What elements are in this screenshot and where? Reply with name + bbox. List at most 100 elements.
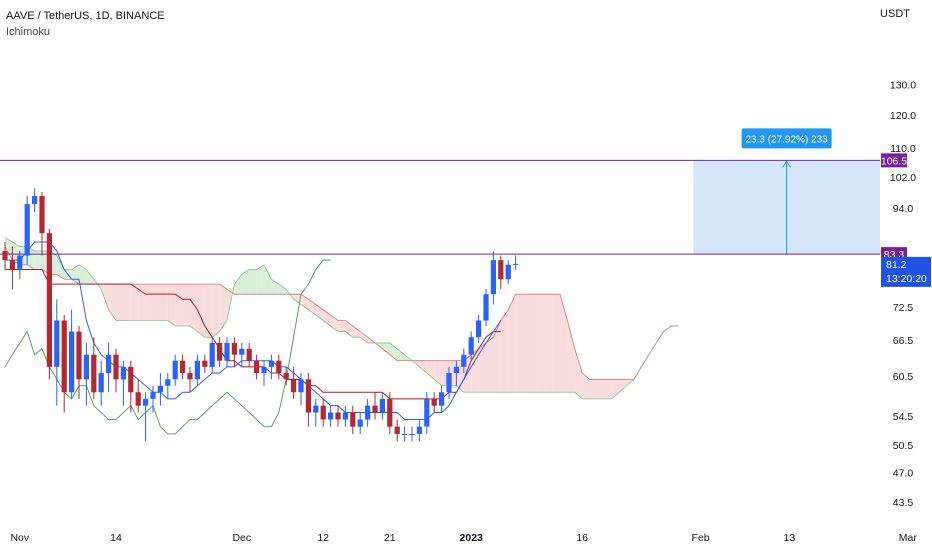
x-tick-label: Feb bbox=[692, 532, 710, 544]
candle bbox=[187, 366, 193, 393]
candle bbox=[83, 342, 89, 406]
candle-body bbox=[54, 320, 60, 367]
candle bbox=[446, 366, 452, 399]
candle bbox=[335, 405, 341, 427]
candle bbox=[9, 246, 15, 290]
candle-body bbox=[91, 354, 97, 393]
candle bbox=[468, 331, 474, 361]
kumo-segment bbox=[611, 379, 620, 399]
candle bbox=[61, 315, 67, 413]
kumo-segment bbox=[478, 342, 486, 393]
candle-body bbox=[483, 294, 489, 321]
kumo-segment bbox=[523, 294, 531, 393]
candle-body bbox=[328, 412, 334, 420]
x-tick-label: 2023 bbox=[460, 532, 484, 544]
candle-body bbox=[431, 398, 437, 406]
candle-body bbox=[246, 348, 252, 361]
candle-body bbox=[461, 354, 467, 367]
kumo-segment bbox=[153, 284, 161, 321]
candle bbox=[150, 385, 156, 413]
y-tick-label: 102.0 bbox=[890, 172, 916, 184]
kumo-segment bbox=[167, 284, 176, 326]
x-tick-label: 14 bbox=[110, 532, 122, 544]
candle-body bbox=[357, 419, 363, 427]
target-label-bg bbox=[741, 128, 832, 149]
candles bbox=[2, 188, 519, 442]
candle-body bbox=[187, 373, 193, 380]
y-tick-label: 72.5 bbox=[893, 302, 914, 314]
x-tick-label: Mar bbox=[899, 532, 918, 544]
kumo-segment bbox=[160, 284, 168, 321]
candle bbox=[379, 392, 385, 420]
level-tag-text: 106.5 bbox=[881, 155, 907, 167]
candle bbox=[24, 196, 30, 265]
candle-body bbox=[424, 398, 430, 427]
candle-body bbox=[283, 373, 289, 380]
candle bbox=[453, 360, 459, 386]
candle bbox=[261, 360, 267, 386]
candle-body bbox=[402, 433, 408, 435]
kumo-segment bbox=[293, 294, 301, 305]
x-tick-label: Dec bbox=[232, 532, 251, 544]
candle bbox=[291, 366, 297, 399]
kumo-segment bbox=[86, 269, 94, 285]
candle-body bbox=[231, 342, 237, 355]
senkou-span-a-line bbox=[4, 237, 679, 400]
candle bbox=[254, 354, 260, 380]
candle-body bbox=[157, 385, 163, 393]
kumo-segment bbox=[515, 294, 523, 393]
candle bbox=[305, 373, 311, 427]
candle-body bbox=[172, 360, 178, 380]
kumo-segment bbox=[352, 325, 361, 338]
candle bbox=[128, 360, 134, 413]
candle-body bbox=[416, 426, 422, 434]
candle-body bbox=[291, 379, 297, 393]
kumo-segment bbox=[500, 309, 509, 393]
candle-body bbox=[490, 260, 496, 295]
kumo-segment bbox=[108, 284, 116, 321]
candle bbox=[431, 392, 437, 413]
x-tick-label: 21 bbox=[384, 532, 396, 544]
candle bbox=[135, 379, 141, 413]
candle-body bbox=[453, 366, 459, 374]
kumo-segment bbox=[338, 320, 346, 332]
chart-title: AAVE / TetherUS, 1D, BINANCE bbox=[6, 10, 165, 22]
candle bbox=[165, 373, 171, 399]
candle bbox=[342, 405, 348, 427]
candle bbox=[505, 260, 511, 285]
candle-body bbox=[128, 366, 134, 393]
last-price-text: 81.2 bbox=[886, 259, 907, 271]
candle-body bbox=[113, 354, 119, 380]
kumo-segment bbox=[537, 294, 546, 393]
kumo-segment bbox=[204, 284, 213, 338]
y-tick-label: 43.5 bbox=[893, 497, 914, 509]
candle bbox=[268, 354, 274, 380]
candle bbox=[113, 348, 119, 393]
candle bbox=[54, 299, 60, 406]
candle-body bbox=[498, 260, 504, 280]
candle bbox=[194, 354, 200, 386]
kumo-segment bbox=[382, 342, 390, 355]
candle-body bbox=[32, 196, 38, 204]
kumo-segment bbox=[234, 274, 242, 295]
candle bbox=[365, 398, 371, 427]
kumo-segment bbox=[589, 379, 597, 399]
candle-body bbox=[320, 405, 326, 420]
candle-body bbox=[209, 342, 215, 367]
x-tick-label: 13 bbox=[784, 532, 796, 544]
kumo-segment bbox=[567, 320, 575, 393]
x-tick-label: 12 bbox=[317, 532, 329, 544]
tenkan-sen-line bbox=[5, 241, 502, 421]
candle bbox=[424, 392, 430, 434]
candle bbox=[498, 255, 504, 290]
candle-body bbox=[24, 203, 30, 256]
kumo-segment bbox=[508, 294, 516, 393]
kumo-segment bbox=[597, 379, 605, 399]
kumo-segment bbox=[182, 284, 190, 326]
candle bbox=[372, 392, 378, 420]
candle-body bbox=[439, 392, 445, 406]
kumo-segment bbox=[219, 284, 227, 332]
candle-body bbox=[194, 360, 200, 380]
